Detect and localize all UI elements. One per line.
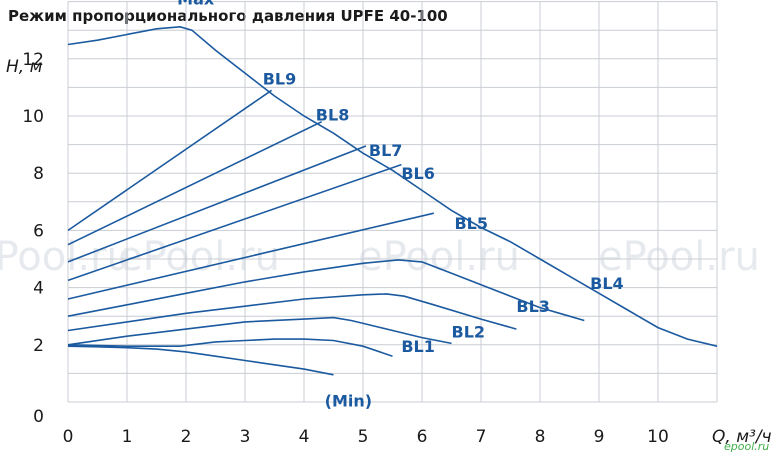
x-axis-label: Q, м³/ч [712,427,772,447]
curve-bl9 [67,89,273,232]
curve-bl7 [67,145,367,263]
curve-label-bl3: BL3 [516,297,550,316]
curve-label-bl1: BL1 [401,337,435,356]
brand-watermark: epool.ru [724,440,769,453]
curve-bl2 [67,316,452,346]
y-tick-label: 6 [33,221,44,241]
curve-label-bl4: BL4 [590,274,624,293]
x-tick-label: 9 [594,427,605,447]
curve-bl4 [67,259,585,322]
y-axis-label: H, м [6,57,43,77]
curve-bl3 [67,293,517,332]
x-tick-label: 8 [535,427,546,447]
x-tick-label: 10 [647,427,669,447]
y-tick-label: 4 [33,279,44,299]
curve-label-bl8: BL8 [316,105,350,124]
curve-label-bl7: BL7 [369,141,403,160]
y-tick-label: 0 [33,407,44,427]
curve-label-max: Max [177,0,215,8]
x-tick-label: 3 [240,427,251,447]
chart-title: Режим пропорционального давления UPFE 40… [8,7,448,25]
watermark-text: ePool.ru [358,234,520,280]
x-tick-label: 2 [181,427,192,447]
curve-label-bl6: BL6 [401,164,435,183]
curve-labels: Max BL9 BL8 BL7 BL6 BL5 BL4 BL3 BL2 BL1 (Min) [177,0,624,410]
curve-bl8 [67,120,323,246]
curve-min [67,345,334,376]
curve-bl5 [67,212,434,300]
y-tick-label: 10 [22,107,44,127]
watermark-text: ePool.ru [0,234,132,280]
y-tick-label: 12 [22,50,44,70]
curve-label-min: (Min) [325,391,372,410]
curves [67,25,718,376]
curve-label-bl2: BL2 [452,323,486,342]
curve-max [67,25,718,347]
x-tick-label: 0 [63,427,74,447]
curve-bl6 [67,163,402,282]
grid [67,1,718,403]
x-tick-label: 4 [299,427,310,447]
curve-label-bl5: BL5 [454,214,488,233]
x-tick-label: 1 [122,427,133,447]
x-tick-label: 5 [358,427,369,447]
watermark-text: ePool.ru [118,234,280,280]
x-tick-label: 7 [476,427,487,447]
curve-bl1 [67,338,393,357]
y-tick-label: 8 [33,164,44,184]
curve-label-bl9: BL9 [263,70,297,89]
x-tick-label: 6 [417,427,428,447]
y-tick-label: 2 [33,336,44,356]
watermark-text: ePool.ru [598,234,760,280]
